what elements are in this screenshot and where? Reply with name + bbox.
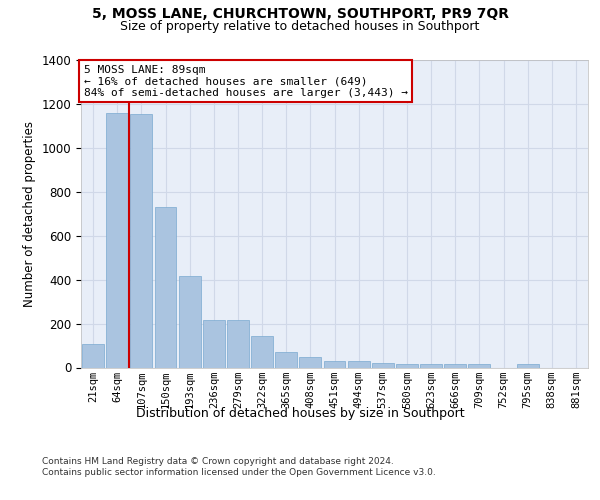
Bar <box>227 320 249 368</box>
Bar <box>348 361 370 368</box>
Bar <box>372 363 394 368</box>
Bar <box>445 364 466 368</box>
Bar <box>251 336 273 368</box>
Bar <box>396 364 418 368</box>
Bar <box>106 112 128 368</box>
Bar <box>469 364 490 368</box>
Text: 5 MOSS LANE: 89sqm
← 16% of detached houses are smaller (649)
84% of semi-detach: 5 MOSS LANE: 89sqm ← 16% of detached hou… <box>83 64 407 98</box>
Text: 5, MOSS LANE, CHURCHTOWN, SOUTHPORT, PR9 7QR: 5, MOSS LANE, CHURCHTOWN, SOUTHPORT, PR9… <box>91 8 509 22</box>
Bar <box>155 207 176 368</box>
Text: Size of property relative to detached houses in Southport: Size of property relative to detached ho… <box>121 20 479 33</box>
Bar <box>130 114 152 368</box>
Bar <box>203 320 224 368</box>
Bar <box>275 352 297 368</box>
Bar <box>82 344 104 368</box>
Bar <box>517 364 539 368</box>
Text: Contains HM Land Registry data © Crown copyright and database right 2024.
Contai: Contains HM Land Registry data © Crown c… <box>42 458 436 477</box>
Bar <box>420 364 442 368</box>
Text: Distribution of detached houses by size in Southport: Distribution of detached houses by size … <box>136 408 464 420</box>
Y-axis label: Number of detached properties: Number of detached properties <box>23 120 36 306</box>
Bar <box>179 276 200 368</box>
Bar <box>323 361 346 368</box>
Bar <box>299 357 321 368</box>
